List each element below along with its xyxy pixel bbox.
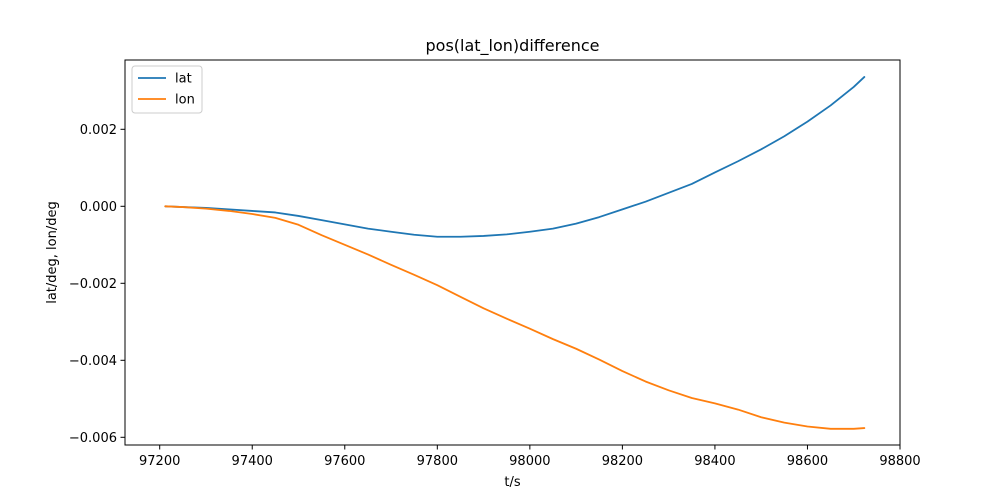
- legend-label-lat: lat: [175, 72, 192, 87]
- y-axis: −0.006 −0.004 −0.002 0.000 0.002: [69, 123, 125, 446]
- plot-area: [164, 76, 866, 430]
- series-line-lon: [164, 205, 866, 430]
- y-tick-label: 0.000: [80, 200, 117, 215]
- y-tick-label: −0.004: [69, 354, 117, 369]
- x-tick-label: 97400: [232, 454, 273, 469]
- x-tick-label: 98200: [602, 454, 643, 469]
- x-tick-label: 97200: [139, 454, 180, 469]
- y-tick-label: −0.006: [69, 431, 117, 446]
- x-tick-label: 97600: [324, 454, 365, 469]
- x-axis: 97200 97400 97600 97800 98000 98200 98400 98600…: [139, 445, 921, 469]
- x-tick-label: 97800: [417, 454, 458, 469]
- x-tick-label: 98400: [694, 454, 735, 469]
- series-line-lat: [164, 76, 866, 238]
- x-tick-label: 98000: [509, 454, 550, 469]
- x-tick-label: 98600: [787, 454, 828, 469]
- legend-label-lon: lon: [175, 93, 195, 108]
- y-tick-label: 0.002: [80, 123, 117, 138]
- legend: lat lon: [131, 65, 203, 114]
- y-tick-label: −0.002: [69, 277, 117, 292]
- chart-title: pos(lat_lon)difference: [426, 36, 600, 56]
- axes-frame: [124, 59, 901, 446]
- x-tick-label: 98800: [879, 454, 920, 469]
- x-axis-label: t/s: [504, 475, 520, 490]
- y-axis-label: lat/deg, lon/deg: [45, 201, 60, 304]
